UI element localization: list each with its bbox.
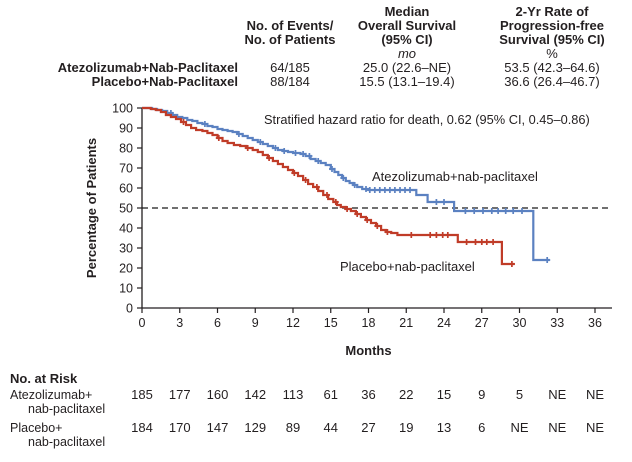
two-yr-pfs-column-header: 2-Yr Rate of Progression-free Survival (… — [472, 5, 632, 47]
median-header-line1: Median — [384, 4, 430, 19]
at-risk-label-line2: nab-paclitaxel — [28, 402, 106, 416]
two-yr-unit: % — [546, 46, 558, 61]
x-tick-label: 33 — [550, 316, 564, 330]
at-risk-value: 22 — [399, 387, 414, 402]
at-risk-value: 147 — [206, 420, 229, 435]
y-tick-label: 90 — [119, 122, 133, 136]
y-tick-label: 100 — [112, 102, 133, 116]
at-risk-value: NE — [585, 387, 605, 402]
at-risk-value: 185 — [131, 387, 153, 402]
y-axis-title: Percentage of Patients — [84, 138, 99, 278]
at-risk-value: NE — [510, 420, 529, 435]
treatment-row-label-placebo: Placebo+Nab-Paclitaxel — [91, 74, 238, 89]
x-tick-label: 6 — [214, 316, 221, 330]
x-tick-label: 0 — [139, 316, 146, 330]
x-tick-label: 30 — [513, 316, 527, 330]
x-tick-label: 36 — [588, 316, 602, 330]
events-value-atezolizumab: 64/185 — [270, 60, 310, 75]
censor-marks-atezolizumab — [167, 110, 551, 263]
at-risk-value: 36 — [361, 387, 376, 402]
events-unit — [238, 47, 342, 61]
pfs-header-line3: Survival (95% CI) — [499, 32, 605, 47]
hazard-ratio-annotation: Stratified hazard ratio for death, 0.62 … — [264, 112, 590, 127]
events-header-line2: No. of Patients — [244, 32, 336, 47]
at-risk-value: 9 — [478, 387, 486, 402]
at-risk-value: 44 — [323, 420, 338, 435]
at-risk-value: 184 — [131, 420, 153, 435]
x-tick-label: 24 — [437, 316, 451, 330]
y-tick-label: 20 — [119, 262, 133, 276]
at-risk-value: 170 — [168, 420, 191, 435]
x-axis-title: Months — [345, 343, 391, 358]
y-tick-label: 30 — [119, 242, 133, 256]
y-tick-label: 60 — [119, 182, 133, 196]
x-tick-label: 3 — [176, 316, 183, 330]
at-risk-label-line1: Atezolizumab+ — [10, 388, 93, 402]
y-tick-label: 0 — [126, 302, 133, 316]
at-risk-value: NE — [585, 420, 605, 435]
median-os-value-placebo: 15.5 (13.1–19.4) — [359, 74, 455, 89]
curve-label-placebo: Placebo+nab-paclitaxel — [340, 259, 475, 274]
events-header-line1: No. of Events/ — [246, 18, 334, 33]
at-risk-label-atezolizumab: Atezolizumab+ nab-paclitaxel — [10, 388, 105, 416]
at-risk-value: 13 — [436, 420, 452, 435]
censor-marks-placebo — [180, 119, 515, 267]
y-tick-label: 10 — [119, 282, 133, 296]
at-risk-label-line2: nab-paclitaxel — [28, 435, 106, 449]
spacer — [0, 47, 238, 61]
at-risk-value: 160 — [206, 387, 229, 402]
at-risk-row-placebo: Placebo+ nab-paclitaxel 184 170 147 129 89 44… — [0, 421, 632, 454]
at-risk-value: 15 — [436, 387, 452, 402]
y-tick-label: 40 — [119, 222, 133, 236]
median-os-value-atezolizumab: 25.0 (22.6–NE) — [362, 60, 452, 75]
at-risk-value: 19 — [399, 420, 414, 435]
summary-table: No. of Events/ No. of Patients Median Ov… — [0, 5, 632, 89]
x-tick-label: 27 — [475, 316, 489, 330]
median-os-unit: mo — [397, 46, 417, 61]
pfs-header-line1: 2-Yr Rate of — [515, 4, 589, 19]
x-tick-label: 12 — [286, 316, 300, 330]
at-risk-title: No. at Risk — [10, 371, 78, 386]
x-tick-label: 15 — [324, 316, 338, 330]
treatment-row-label-atezolizumab: Atezolizumab+Nab-Paclitaxel — [57, 60, 238, 75]
y-tick-label: 70 — [119, 162, 133, 176]
x-tick-label: 18 — [362, 316, 376, 330]
events-column-header: No. of Events/ No. of Patients — [238, 19, 342, 47]
median-header-line3: (95% CI) — [381, 32, 433, 47]
at-risk-row-atezolizumab: Atezolizumab+ nab-paclitaxel 185 177 160 14… — [0, 388, 632, 421]
survival-curve-atezolizumab — [142, 106, 550, 262]
events-value-placebo: 88/184 — [270, 74, 310, 89]
at-risk-value: 113 — [282, 387, 304, 402]
at-risk-value: 89 — [285, 420, 301, 435]
at-risk-value: 5 — [515, 387, 524, 402]
at-risk-table: No. at Risk Atezolizumab+ nab-paclitaxel… — [0, 365, 632, 454]
at-risk-value: 129 — [244, 420, 267, 435]
median-os-column-header: Median Overall Survival (95% CI) — [342, 5, 472, 47]
at-risk-label-placebo: Placebo+ nab-paclitaxel — [10, 421, 105, 449]
x-tick-label: 21 — [399, 316, 413, 330]
x-tick-label: 9 — [252, 316, 259, 330]
median-header-line2: Overall Survival — [357, 18, 457, 33]
pfs-header-line2: Progression-free — [499, 18, 605, 33]
spacer — [0, 5, 238, 47]
at-risk-label-line1: Placebo+ — [10, 421, 63, 435]
two-yr-value-atezolizumab: 53.5 (42.3–64.6) — [504, 60, 600, 75]
at-risk-value: 61 — [323, 387, 338, 402]
two-yr-value-placebo: 36.6 (26.4–46.7) — [504, 74, 600, 89]
at-risk-value: 177 — [168, 387, 191, 402]
at-risk-value: 27 — [361, 420, 376, 435]
at-risk-value: NE — [548, 420, 567, 435]
y-tick-label: 80 — [119, 142, 133, 156]
at-risk-value: 142 — [244, 387, 267, 402]
at-risk-value: 6 — [478, 420, 486, 435]
curve-label-atezolizumab: Atezolizumab+nab-paclitaxel — [372, 169, 538, 184]
survival-curve-placebo — [142, 106, 515, 266]
at-risk-value: NE — [548, 387, 567, 402]
y-tick-label: 50 — [119, 202, 133, 216]
